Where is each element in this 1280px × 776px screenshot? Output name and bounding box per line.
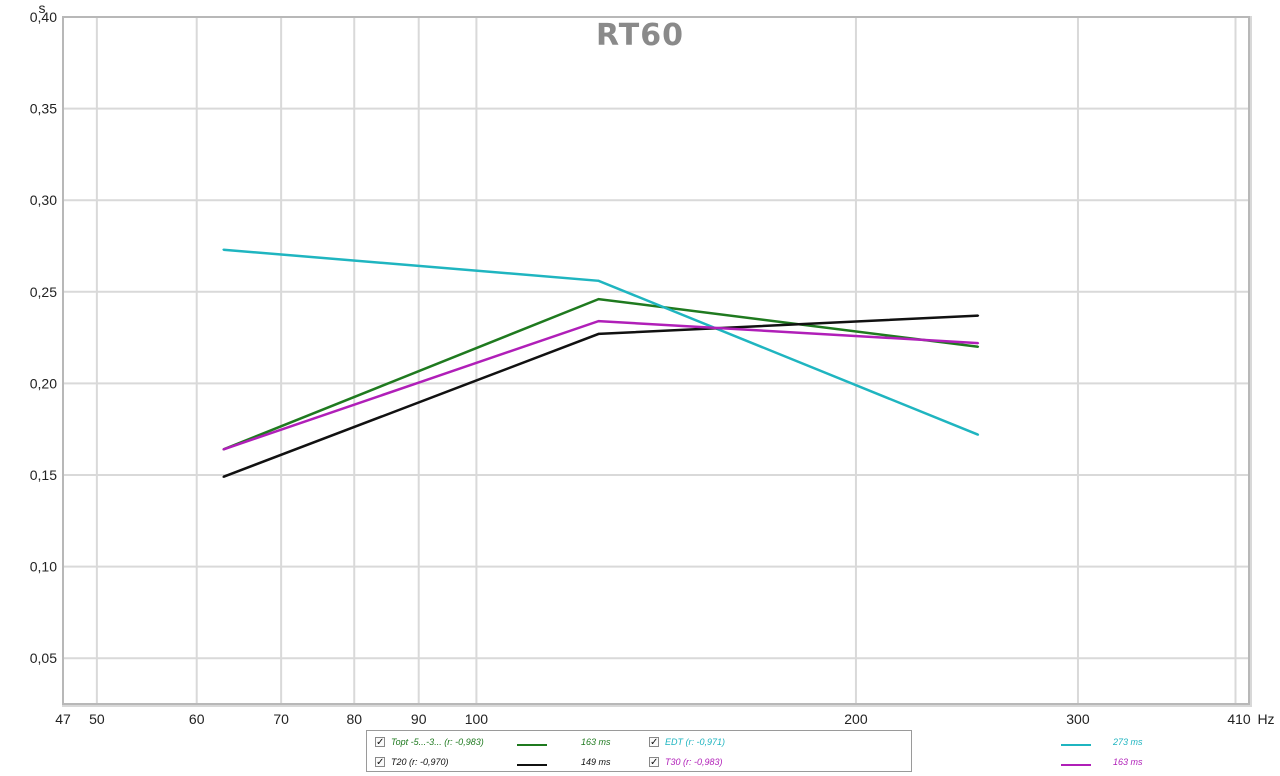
x-tick-label: 60 [189,711,205,727]
x-tick-label: 90 [411,711,427,727]
series-point-0 [597,298,600,301]
legend-checkbox[interactable]: ✓ [375,737,385,748]
legend-checkbox[interactable]: ✓ [649,757,659,768]
series-point-2 [977,314,980,317]
legend-checkbox[interactable]: ✓ [649,737,659,748]
y-tick-label: 0,25 [30,284,57,300]
legend-swatch [1061,744,1091,746]
y-tick-label: 0,20 [30,375,57,391]
x-tick-label: 410 [1227,711,1251,727]
legend-series-name: T20 (r: -0,970) [391,757,449,767]
legend-series-name: Topt -5...-3... (r: -0,983) [391,737,484,747]
series-point-1 [222,248,225,251]
x-tick-label: 100 [465,711,489,727]
series-point-1 [977,433,980,436]
legend-item: ✓ T20 (r: -0,970) 149 ms [375,755,641,771]
x-tick-label: 300 [1066,711,1090,727]
legend-item: ✓ T30 (r: -0,983) 163 ms [649,755,1173,771]
legend-series-name: T30 (r: -0,983) [665,757,723,767]
x-axis-unit: Hz [1257,711,1274,727]
x-tick-label: 47 [55,711,71,727]
legend-series-name: EDT (r: -0,971) [665,737,726,747]
series-point-3 [222,448,225,451]
legend-item: ✓ Topt -5...-3... (r: -0,983) 163 ms [375,735,641,751]
series-point-3 [597,320,600,323]
series-point-0 [977,345,980,348]
x-tick-label: 50 [89,711,105,727]
y-axis-unit: s [39,0,46,16]
y-tick-label: 0,05 [30,650,57,666]
legend-swatch [1061,764,1091,766]
legend-value: 149 ms [581,757,611,767]
legend-swatch [517,744,547,746]
x-tick-label: 70 [273,711,289,727]
y-tick-label: 0,15 [30,467,57,483]
chart-legend: ✓ Topt -5...-3... (r: -0,983) 163 ms ✓ EDT (… [366,730,1143,772]
series-point-1 [597,279,600,282]
legend-value: 273 ms [1113,737,1143,747]
y-tick-label: 0,10 [30,559,57,575]
chart-title: RT60 [596,18,684,53]
legend-checkbox[interactable]: ✓ [375,757,385,768]
legend-item: ✓ EDT (r: -0,971) 273 ms [649,735,1173,751]
series-point-2 [222,475,225,478]
x-tick-label: 200 [844,711,868,727]
series-point-2 [597,332,600,335]
legend-value: 163 ms [1113,757,1143,767]
y-tick-label: 0,35 [30,101,57,117]
y-tick-label: 0,40 [30,9,57,25]
plot-area [62,16,1250,705]
legend-swatch [517,764,547,766]
series-point-3 [977,342,980,345]
legend-value: 163 ms [581,737,611,747]
x-tick-label: 80 [346,711,362,727]
y-tick-label: 0,30 [30,192,57,208]
